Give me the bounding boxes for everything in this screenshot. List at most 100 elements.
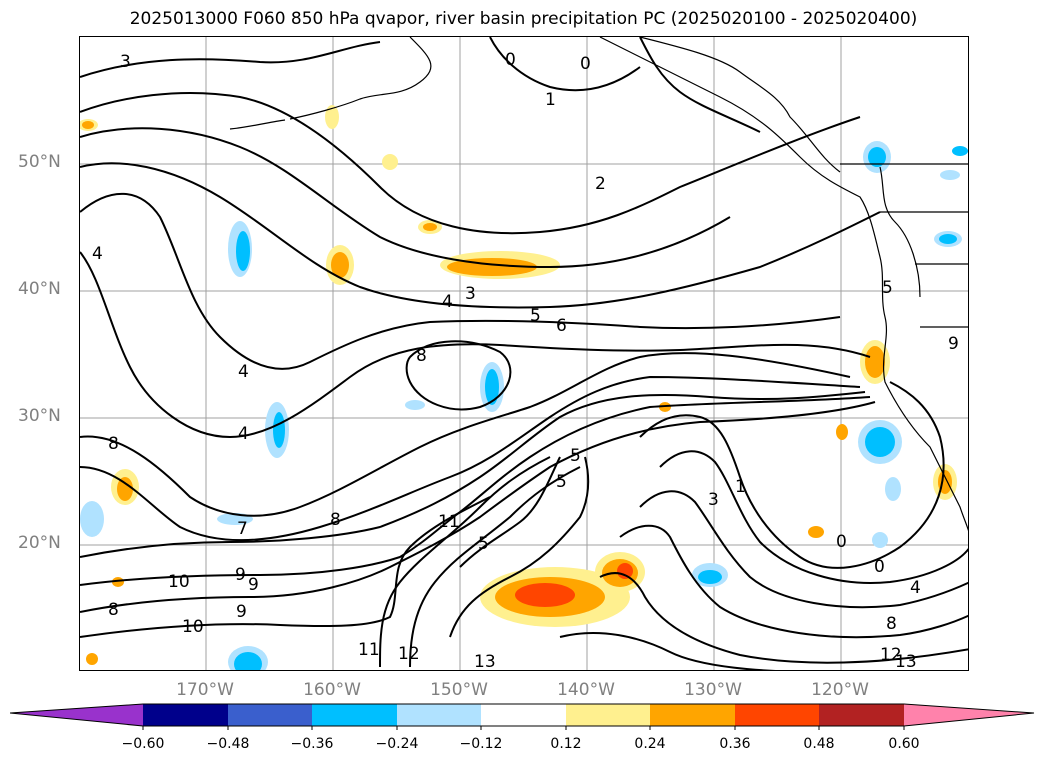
contour-label: 5 [570, 446, 581, 466]
colorbar-segment [735, 704, 819, 726]
colorbar-segment [566, 704, 650, 726]
contour-line [80, 496, 491, 638]
precip-blob [117, 477, 133, 501]
contour-labels: 3 1 2 0 0 4 4 3 5 6 8 4 4 8 7 8 5 5 11 5… [92, 50, 959, 671]
precip-blob [86, 653, 98, 665]
colorbar-segment [397, 704, 481, 726]
lat-label-30n: 30°N [18, 406, 61, 426]
precip-blob [405, 400, 425, 410]
contour-label: 4 [238, 362, 249, 382]
precip-blob [325, 105, 339, 129]
precip-blob [617, 563, 633, 579]
contour-line [80, 92, 861, 235]
contour-label: 11 [438, 512, 460, 532]
colorbar-tick: 0.24 [634, 736, 666, 752]
precip-blob [885, 477, 901, 501]
contour-label: 1 [735, 477, 746, 497]
colorbar-extend-right [904, 704, 1034, 726]
contour-label: 5 [556, 472, 567, 492]
contour-line [80, 375, 861, 542]
precip-blob [80, 501, 104, 537]
precip-blob [236, 231, 250, 271]
precip-blob [423, 223, 437, 231]
contour-label: 0 [874, 557, 885, 577]
contour-line [80, 352, 851, 517]
precip-blob [952, 146, 968, 156]
contour-label: 8 [330, 510, 341, 530]
contour-line [559, 631, 777, 670]
contour-line [80, 127, 731, 269]
colorbar-tick: −0.12 [459, 736, 503, 752]
colorbar-tick: 0.60 [888, 736, 920, 752]
contour-line [489, 37, 641, 92]
contour-label: 7 [237, 519, 248, 539]
contour-line [379, 456, 551, 668]
colorbar-tick: 0.36 [719, 736, 751, 752]
colorbar-segment [228, 704, 312, 726]
contour-line [80, 162, 881, 309]
contour-label: 12 [880, 645, 902, 665]
precip-blob [698, 570, 722, 584]
colorbar [10, 703, 1035, 730]
lon-label-160w: 160°W [303, 680, 361, 700]
contour-label: 8 [108, 434, 119, 454]
precip-blob [865, 346, 885, 378]
contour-label: 0 [580, 54, 591, 74]
lon-label-140w: 140°W [557, 680, 615, 700]
contour-label: 9 [235, 565, 246, 585]
contour-label: 9 [248, 575, 259, 595]
contour-label: 0 [836, 532, 847, 552]
contour-line [405, 340, 512, 411]
map-title: 2025013000 F060 850 hPa qvapor, river ba… [129, 9, 918, 29]
colorbar-segment [650, 704, 735, 726]
contour-label: 4 [442, 292, 453, 312]
contour-line [639, 37, 761, 133]
precip-blob [940, 170, 960, 180]
contour-line [80, 391, 866, 558]
map-canvas: 3 1 2 0 0 4 4 3 5 6 8 4 4 8 7 8 5 5 11 5… [80, 37, 968, 671]
lat-label-50n: 50°N [18, 152, 61, 172]
contour-label: 0 [505, 50, 516, 70]
contour-line [659, 450, 968, 584]
precip-shading [80, 105, 968, 670]
contour-label: 13 [895, 652, 917, 671]
colorbar-tick: −0.60 [121, 736, 165, 752]
precip-blob [872, 532, 888, 548]
precip-blob [82, 121, 94, 129]
contour-label: 8 [108, 600, 119, 620]
colorbar-tick: −0.24 [375, 736, 419, 752]
colorbar-segment [481, 704, 566, 726]
contour-line [639, 381, 945, 569]
contour-line [409, 466, 581, 668]
contour-label: 4 [910, 578, 921, 598]
lon-label-150w: 150°W [430, 680, 488, 700]
colorbar-tick: −0.48 [206, 736, 250, 752]
precip-blob [808, 526, 824, 538]
colorbar-extend-left [10, 704, 143, 726]
contour-label: 10 [168, 572, 190, 592]
contour-label: 3 [465, 284, 476, 304]
contour-label: 13 [474, 652, 496, 671]
contour-line [80, 192, 841, 370]
contour-label: 3 [708, 490, 719, 510]
precip-blob [868, 147, 886, 167]
colorbar-tick: −0.36 [290, 736, 334, 752]
contour-label: 11 [358, 640, 380, 660]
coastline [229, 37, 968, 531]
contour-label: 5 [882, 278, 893, 298]
colorbar-segment [312, 704, 397, 726]
contour-label: 5 [530, 306, 541, 326]
lon-label-120w: 120°W [811, 680, 869, 700]
contour-label: 12 [398, 644, 420, 664]
contour-label: 6 [556, 316, 567, 336]
lon-label-170w: 170°W [176, 680, 234, 700]
precip-blob [273, 412, 285, 448]
contour-label: 9 [948, 334, 959, 354]
contour-label: 8 [886, 614, 897, 634]
contour-line [639, 490, 968, 609]
colorbar-tick: 0.12 [550, 736, 582, 752]
precip-blob [836, 424, 848, 440]
precip-blob [485, 369, 499, 405]
contour-line [599, 572, 968, 664]
lon-label-130w: 130°W [684, 680, 742, 700]
